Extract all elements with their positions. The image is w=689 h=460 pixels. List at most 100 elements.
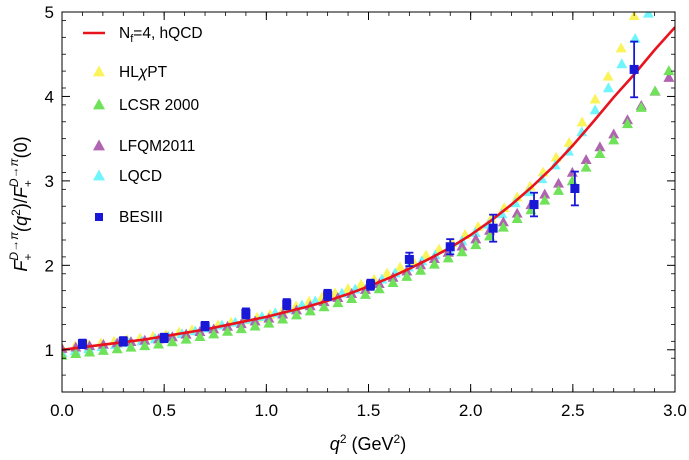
legend-item-besiii: BESIII xyxy=(95,209,163,226)
legend-label: LQCD xyxy=(119,168,162,185)
y-tick-label: 5 xyxy=(45,3,54,22)
besiii-point xyxy=(118,336,128,346)
lcsr-point xyxy=(277,313,289,324)
besiii-point xyxy=(77,339,87,349)
hlchipt-point xyxy=(576,116,588,127)
svg-text:F+D→π(q2)/F+D→π(0): F+D→π(q2)/F+D→π(0) xyxy=(7,136,35,271)
lcsr-point xyxy=(222,325,234,336)
lqcd-point xyxy=(629,33,641,43)
lcsr-point xyxy=(442,252,454,263)
x-tick-label: 0.0 xyxy=(50,401,74,420)
legend-item-lqcd: LQCD xyxy=(93,168,162,185)
lfqm-point xyxy=(428,253,440,263)
series-besiii xyxy=(77,40,639,349)
lcsr-point xyxy=(139,340,151,351)
besiii-point xyxy=(366,280,376,290)
lfqm-point xyxy=(470,233,482,244)
lcsr-point xyxy=(97,344,109,355)
legend-marker xyxy=(93,65,105,77)
hlchipt-point xyxy=(524,180,536,191)
lcsr-point xyxy=(594,148,606,158)
besiii-point xyxy=(488,223,498,233)
lfqm-point xyxy=(497,216,509,227)
lcsr-point xyxy=(166,336,178,347)
axis-ticks: 0.0 0.5 1.0 1.5 2.0 2.5 3.0 1 2 3 4 5 xyxy=(45,3,687,420)
lcsr-point xyxy=(608,134,620,145)
lcsr-point xyxy=(332,297,344,308)
lcsr-point xyxy=(304,305,316,316)
hlchipt-point xyxy=(563,136,575,147)
lcsr-point xyxy=(263,317,275,328)
y-axis-title: F+D→π(q2)/F+D→π(0) xyxy=(7,136,35,271)
axis-titles: q2 (GeV2) F+D→π(q2)/F+D→π(0) xyxy=(7,136,406,454)
lfqm-point xyxy=(594,141,606,152)
lcsr-point xyxy=(84,346,96,357)
lcsr-point xyxy=(387,277,399,288)
hlchipt-point xyxy=(602,70,614,81)
lcsr-point xyxy=(180,333,192,344)
lcsr-point xyxy=(318,301,330,312)
lqcd-point xyxy=(616,58,628,69)
lcsr-point xyxy=(621,118,633,129)
lfqm-point xyxy=(553,177,565,188)
lcsr-point xyxy=(208,328,220,339)
lcsr-point xyxy=(70,348,82,359)
lcsr-point xyxy=(153,338,165,349)
x-tick-label: 3.0 xyxy=(663,401,687,420)
lfqm-point xyxy=(511,207,523,218)
legend-item-hqcd: Nf=4, hQCD xyxy=(83,25,203,45)
y-tick-label: 4 xyxy=(45,87,54,106)
besiii-point xyxy=(445,242,455,252)
legend-item-hlchipt: HLχPT xyxy=(93,64,168,81)
lcsr-point xyxy=(194,331,206,342)
lcsr-point xyxy=(346,293,358,304)
lcsr-point xyxy=(111,343,123,354)
x-axis-title: q2 (GeV2) xyxy=(330,432,406,454)
lqcd-point xyxy=(642,12,654,18)
lcsr-point xyxy=(62,349,68,360)
hlchipt-point xyxy=(394,261,406,272)
y-tick-label: 3 xyxy=(45,172,54,191)
hlchipt-point xyxy=(628,12,640,21)
lfqm-point xyxy=(663,71,675,82)
lcsr-point xyxy=(249,320,261,331)
lfqm-point xyxy=(166,331,178,342)
series-lcsr xyxy=(62,65,675,360)
lcsr-point xyxy=(235,323,247,334)
lfqm-point xyxy=(608,128,620,139)
lcsr-point xyxy=(401,271,413,281)
lfqm-point xyxy=(539,188,551,199)
lfqm-point xyxy=(249,315,261,326)
lcsr-point xyxy=(497,221,509,232)
lcsr-point xyxy=(428,258,440,269)
lcsr-point xyxy=(553,184,565,195)
hlchipt-point xyxy=(420,249,432,260)
besiii-point xyxy=(159,333,169,343)
besiii-point xyxy=(629,64,639,74)
besiii-point xyxy=(241,308,251,318)
lcsr-point xyxy=(290,309,302,320)
lcsr-point xyxy=(511,213,523,223)
plot-area xyxy=(62,12,675,360)
hlchipt-point xyxy=(355,278,367,289)
lqcd-point xyxy=(589,104,601,115)
lcsr-point xyxy=(580,161,592,172)
lcsr-point xyxy=(373,283,385,294)
legend-item-lfqm: LFQM2011 xyxy=(93,138,195,155)
legend-marker xyxy=(93,98,105,110)
lfqm-point xyxy=(263,312,275,323)
legend-marker xyxy=(93,139,105,151)
lcsr-point xyxy=(359,289,371,299)
lfqm-point xyxy=(580,154,592,165)
x-tick-label: 1.0 xyxy=(255,401,279,420)
legend-label: LFQM2011 xyxy=(119,138,195,155)
x-tick-label: 0.5 xyxy=(152,401,176,420)
lcsr-point xyxy=(663,65,675,76)
legend: Nf=4, hQCD HLχPT LCSR 2000 LFQM2011 LQCD BESI… xyxy=(83,25,203,226)
lcsr-point xyxy=(649,85,661,96)
legend-label: HLχPT xyxy=(119,64,168,81)
lcsr-point xyxy=(125,341,137,352)
lcsr-point xyxy=(456,246,468,257)
y-tick-label: 1 xyxy=(45,341,54,360)
